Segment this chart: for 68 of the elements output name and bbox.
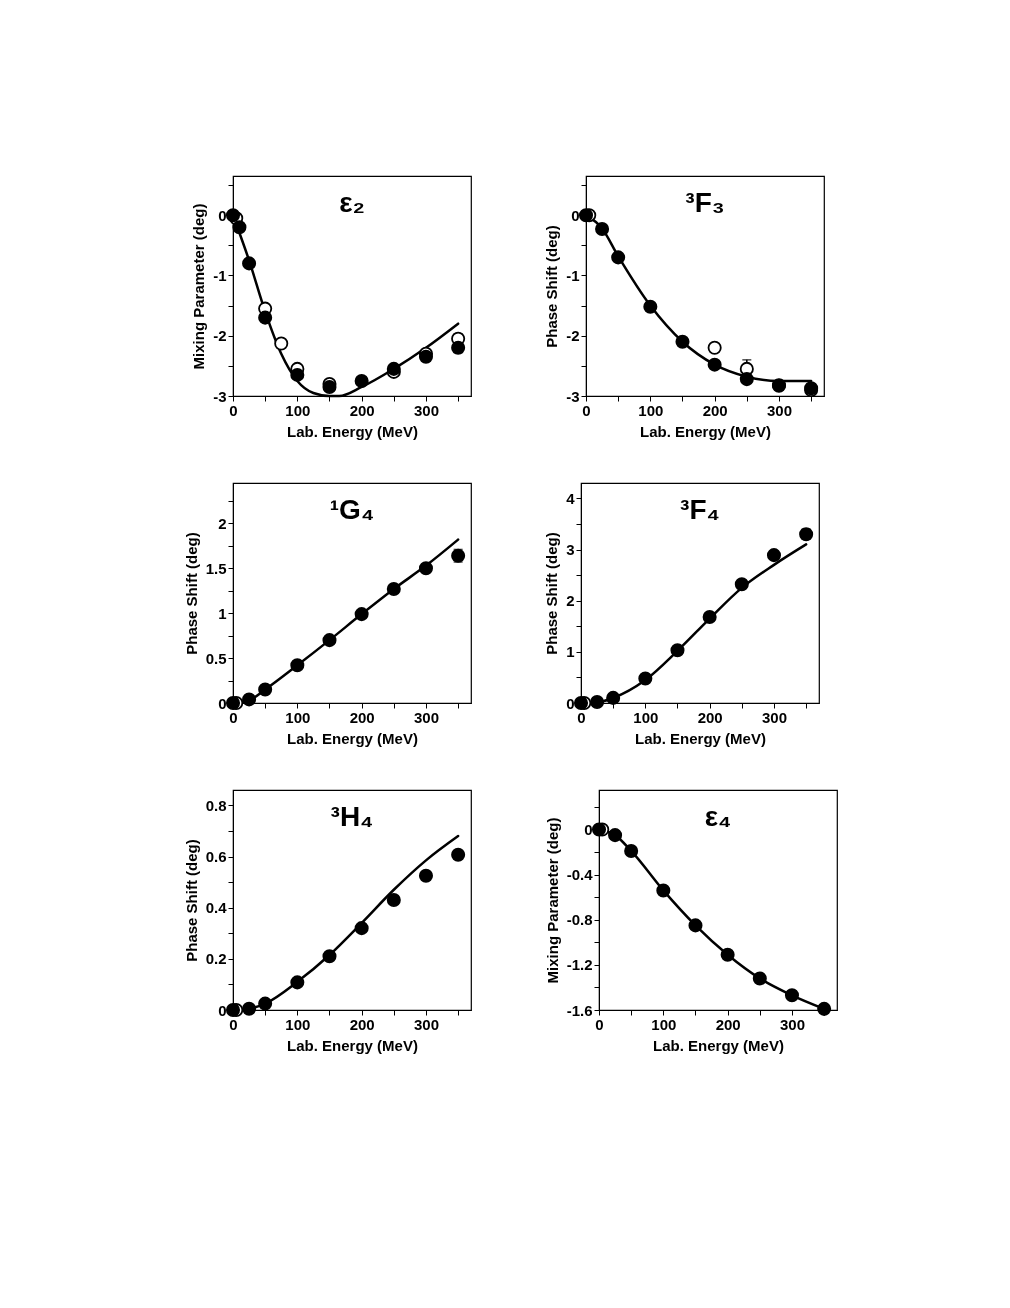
x-tick-label: 100: [285, 1015, 311, 1033]
x-tick-label: 100: [285, 708, 311, 726]
x-axis-title: Lab. Energy (MeV): [287, 422, 418, 440]
y-axis-title: Phase Shift (deg): [543, 532, 561, 655]
y-tick-label: 2: [566, 592, 575, 610]
chart-title: ¹G₄: [329, 494, 375, 525]
x-axis-title: Lab. Energy (MeV): [287, 1036, 418, 1054]
y-tick-label: 0: [584, 820, 593, 838]
y-tick-label: -1.6: [566, 1001, 593, 1019]
y-tick-label: 1: [566, 643, 575, 661]
x-tick-label: 100: [285, 401, 311, 419]
chart-title: ³F₄: [680, 494, 720, 525]
x-axis-title: Lab. Energy (MeV): [653, 1036, 784, 1054]
x-tick-label: 0: [595, 1015, 604, 1033]
x-tick-label: 300: [413, 401, 439, 419]
y-tick-label: 0: [218, 206, 227, 224]
x-tick-label: 300: [413, 708, 439, 726]
y-tick-label: -2: [213, 327, 227, 345]
x-tick-label: 200: [349, 708, 375, 726]
x-axis-title: Lab. Energy (MeV): [635, 729, 766, 747]
y-tick-label: -3: [566, 387, 580, 405]
y-tick-label: 0: [218, 694, 227, 712]
y-tick-label: 4: [566, 489, 576, 507]
chart-title: ε₂: [339, 187, 365, 218]
y-tick-label: 0.5: [205, 649, 227, 667]
y-tick-label: -0.8: [566, 911, 593, 929]
y-tick-label: -1: [213, 266, 227, 284]
x-tick-label: 300: [761, 708, 787, 726]
y-axis-title: Phase Shift (deg): [182, 532, 200, 655]
y-tick-label: 2: [218, 514, 227, 532]
y-tick-label: 0: [566, 694, 575, 712]
y-tick-label: 0.6: [205, 848, 227, 866]
y-tick-label: 0: [571, 206, 580, 224]
x-tick-label: 200: [715, 1015, 741, 1033]
y-axis-title: Phase Shift (deg): [543, 225, 561, 348]
y-tick-label: 1: [218, 604, 227, 622]
y-tick-label: 3: [566, 541, 575, 559]
x-tick-label: 0: [229, 401, 238, 419]
x-tick-label: 200: [349, 401, 375, 419]
chart-title: ³F₃: [685, 187, 725, 218]
chart-title: ε₄: [704, 801, 732, 832]
x-tick-label: 200: [697, 708, 723, 726]
y-tick-label: -3: [213, 387, 227, 405]
y-tick-label: 0.2: [205, 950, 227, 968]
x-tick-label: 300: [779, 1015, 805, 1033]
y-tick-label: -0.4: [566, 866, 594, 884]
y-axis-title: Mixing Parameter (deg): [190, 203, 208, 370]
x-axis-title: Lab. Energy (MeV): [287, 729, 418, 747]
chart-title: ³H₄: [330, 801, 374, 832]
y-tick-label: 1.5: [205, 559, 227, 577]
x-tick-label: 300: [413, 1015, 439, 1033]
x-tick-label: 200: [702, 401, 728, 419]
y-tick-label: 0.8: [205, 796, 227, 814]
x-tick-label: 100: [638, 401, 664, 419]
x-tick-label: 100: [633, 708, 659, 726]
x-tick-label: 100: [651, 1015, 677, 1033]
y-tick-label: -1: [566, 266, 580, 284]
x-tick-label: 0: [229, 1015, 238, 1033]
y-tick-label: 0: [218, 1001, 227, 1019]
y-axis-title: Mixing Parameter (deg): [543, 817, 561, 984]
y-tick-label: -1.2: [566, 956, 593, 974]
y-tick-label: -2: [566, 327, 580, 345]
x-tick-label: 200: [349, 1015, 375, 1033]
x-tick-label: 0: [229, 708, 238, 726]
y-axis-title: Phase Shift (deg): [182, 839, 200, 962]
x-tick-label: 300: [766, 401, 792, 419]
x-axis-title: Lab. Energy (MeV): [640, 422, 771, 440]
y-tick-label: 0.4: [205, 899, 228, 917]
